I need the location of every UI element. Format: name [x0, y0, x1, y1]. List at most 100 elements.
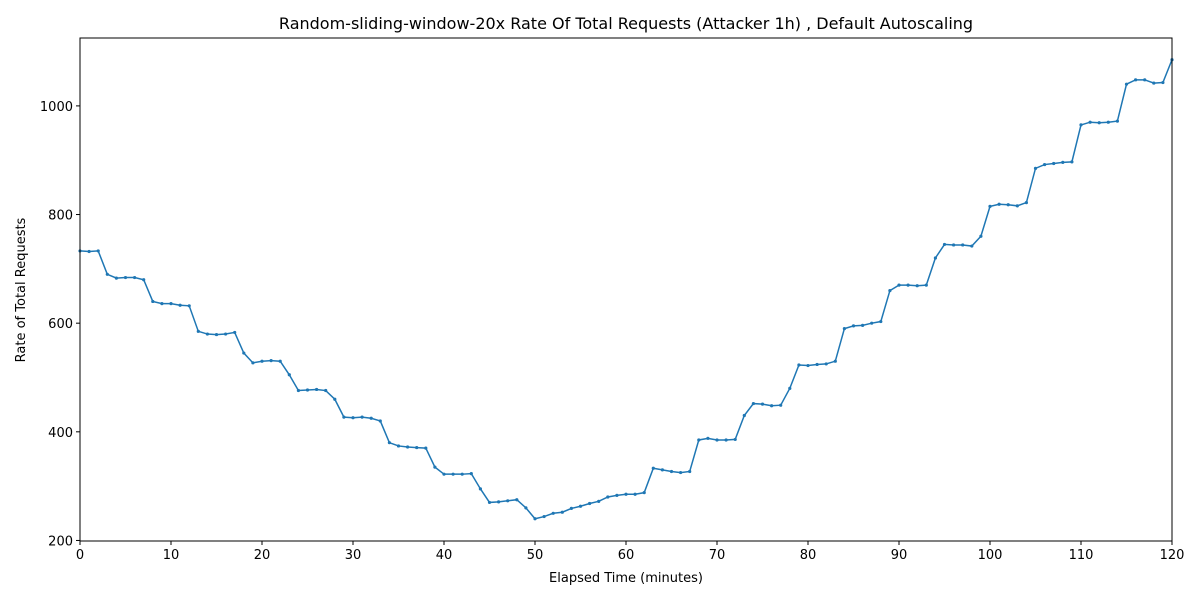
point — [451, 472, 455, 476]
point — [979, 234, 983, 238]
point — [442, 472, 446, 476]
line — [79, 59, 1173, 520]
point — [760, 402, 765, 406]
point — [1161, 80, 1165, 85]
y-tick-label: 1000 — [40, 100, 73, 115]
point — [469, 472, 473, 476]
point — [1088, 120, 1092, 124]
point — [624, 492, 628, 496]
point — [406, 445, 410, 449]
point — [333, 397, 337, 401]
point — [1134, 78, 1138, 82]
x-tick-label: 50 — [527, 548, 544, 563]
point — [396, 444, 401, 448]
x-tick-label: 80 — [800, 548, 817, 563]
point — [651, 466, 655, 470]
point — [260, 359, 264, 363]
point — [751, 401, 756, 406]
x-tick-label: 30 — [345, 548, 362, 563]
y-tick-label: 800 — [48, 209, 73, 224]
point — [1033, 166, 1038, 170]
point — [433, 465, 437, 469]
point — [533, 517, 537, 521]
point — [305, 388, 310, 392]
point — [324, 388, 328, 393]
point — [806, 363, 810, 368]
point — [1152, 81, 1156, 85]
point — [970, 244, 974, 248]
point — [742, 413, 746, 418]
point — [251, 361, 255, 365]
point — [788, 386, 792, 390]
point — [224, 332, 228, 336]
x-tick-label: 110 — [1069, 548, 1094, 563]
point — [870, 321, 874, 325]
point — [724, 438, 728, 442]
point — [287, 373, 291, 377]
point — [633, 492, 637, 496]
point — [706, 436, 710, 440]
point — [1106, 120, 1110, 124]
point — [87, 249, 91, 254]
point — [942, 242, 947, 247]
point — [879, 319, 883, 324]
point — [906, 283, 910, 287]
point — [1024, 200, 1028, 205]
x-tick-label: 20 — [254, 548, 271, 563]
point — [997, 202, 1001, 206]
x-tick-label: 90 — [891, 548, 908, 563]
point — [378, 419, 382, 423]
point — [487, 500, 492, 505]
point — [615, 493, 619, 497]
point — [360, 415, 364, 419]
point — [169, 302, 173, 306]
point — [205, 332, 209, 336]
x-axis-label: Elapsed Time (minutes) — [549, 571, 703, 586]
point — [342, 415, 346, 419]
point — [606, 495, 610, 499]
point — [897, 283, 901, 287]
x-tick-label: 0 — [76, 548, 84, 563]
point — [160, 302, 164, 306]
plot-frame — [79, 37, 1173, 542]
point — [578, 504, 583, 508]
point — [1043, 162, 1047, 167]
point — [933, 256, 938, 260]
point — [315, 387, 319, 392]
point — [415, 445, 419, 450]
point — [815, 362, 819, 367]
point — [988, 204, 992, 208]
point — [924, 283, 928, 287]
point — [187, 304, 191, 308]
point — [214, 332, 219, 337]
point — [1115, 119, 1119, 123]
y-axis-label: Rate of Total Requests — [14, 217, 29, 362]
point — [679, 470, 683, 475]
point — [105, 272, 109, 276]
point — [842, 327, 847, 331]
point — [1143, 78, 1147, 82]
x-tick-label: 60 — [618, 548, 635, 563]
point — [478, 487, 482, 491]
point — [1015, 204, 1019, 208]
point — [233, 330, 237, 335]
point — [178, 303, 182, 307]
chart-title: Random-sliding-window-20x Rate Of Total … — [279, 14, 973, 33]
point — [1061, 160, 1065, 164]
point — [588, 501, 592, 506]
point — [460, 472, 464, 476]
point — [697, 438, 701, 442]
point — [833, 359, 837, 363]
point — [1006, 203, 1010, 207]
point — [779, 403, 783, 407]
point — [497, 500, 501, 504]
point — [114, 276, 118, 280]
point — [560, 510, 564, 514]
y-tick-label: 600 — [48, 317, 73, 332]
point — [888, 288, 892, 293]
point — [669, 469, 674, 474]
point — [269, 359, 273, 363]
y-tick-label: 200 — [48, 534, 73, 549]
point — [1070, 160, 1074, 164]
